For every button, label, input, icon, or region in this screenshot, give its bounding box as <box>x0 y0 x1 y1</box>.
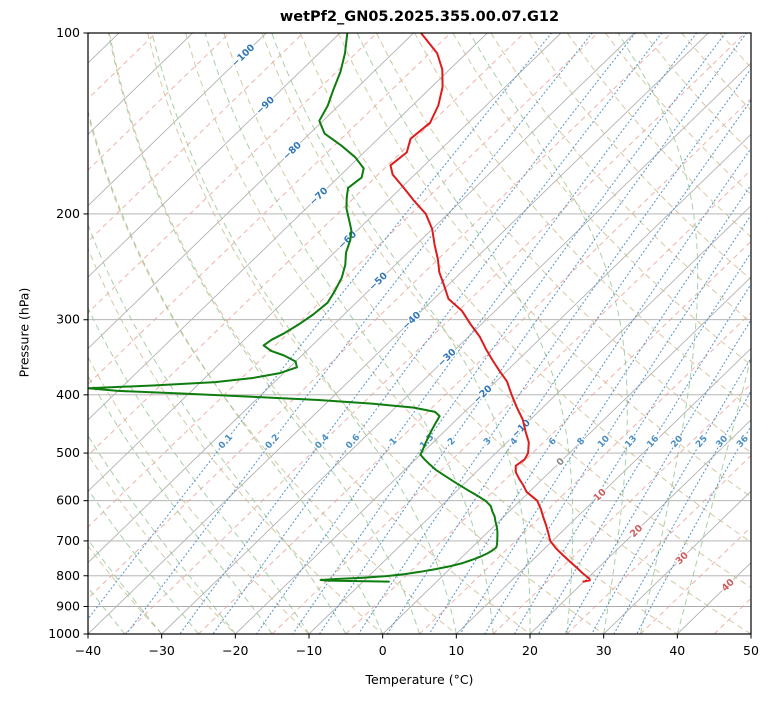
x-tick-label: 10 <box>448 643 464 658</box>
dewpoint-profile <box>88 33 499 583</box>
x-tick-label: −20 <box>222 643 248 658</box>
x-tick-label: −30 <box>149 643 175 658</box>
svg-text:13: 13 <box>623 434 639 450</box>
svg-text:10: 10 <box>596 434 612 450</box>
temperature-line <box>389 33 591 583</box>
y-tick-label: 800 <box>56 568 80 583</box>
moist-adiabat-lines <box>88 33 751 634</box>
axes-frame <box>87 32 752 635</box>
x-tick-label: 0 <box>379 643 387 658</box>
y-tick-label: 500 <box>56 445 80 460</box>
temperature-profile <box>389 33 591 583</box>
svg-text:20: 20 <box>670 434 686 450</box>
svg-text:2: 2 <box>446 436 458 447</box>
x-axis-label: Temperature (°C) <box>365 672 474 687</box>
x-tick-label: 30 <box>596 643 612 658</box>
mixing-ratio-labels: 0.1 0.2 0.4 0.6 1 1.5 2 3 4 6 8 10 13 16 20 25 30 36 <box>216 431 751 453</box>
chart-title: wetPf2_GN05.2025.355.00.07.G12 <box>279 9 560 25</box>
svg-text:3: 3 <box>482 436 494 447</box>
isotherm-dashed-lines <box>88 33 751 634</box>
x-tick-label: 20 <box>522 643 538 658</box>
dewpoint-line <box>88 33 499 583</box>
y-tick-label: 300 <box>56 312 80 327</box>
svg-text:1: 1 <box>388 436 400 447</box>
y-tick-label: 100 <box>56 25 80 40</box>
x-tick-label: −10 <box>296 643 322 658</box>
y-tick-label: 400 <box>56 387 80 402</box>
y-tick-label: 700 <box>56 533 80 548</box>
svg-text:1.5: 1.5 <box>418 433 436 452</box>
mixing-ratio-lines <box>88 33 751 634</box>
y-tick-label: 900 <box>56 599 80 614</box>
axis-ticks <box>83 32 752 639</box>
y-axis-label: Pressure (hPa) <box>16 287 32 378</box>
x-tick-label: 40 <box>669 643 685 658</box>
y-tick-label: 600 <box>56 493 80 508</box>
svg-text:8: 8 <box>576 436 588 447</box>
dry-adiabat-lines <box>88 33 751 634</box>
y-tick-label: 1000 <box>48 626 80 641</box>
isotherm-lines <box>88 33 751 634</box>
tick-labels: −40 −30 −20 −10 0 10 20 30 40 50 100 200 300 400 500 60… <box>48 25 759 658</box>
pressure-gridlines <box>88 33 751 634</box>
x-tick-label: −40 <box>75 643 101 658</box>
y-tick-label: 200 <box>56 206 80 221</box>
svg-text:36: 36 <box>735 434 751 450</box>
svg-text:16: 16 <box>645 434 661 450</box>
x-tick-label: 50 <box>743 643 759 658</box>
